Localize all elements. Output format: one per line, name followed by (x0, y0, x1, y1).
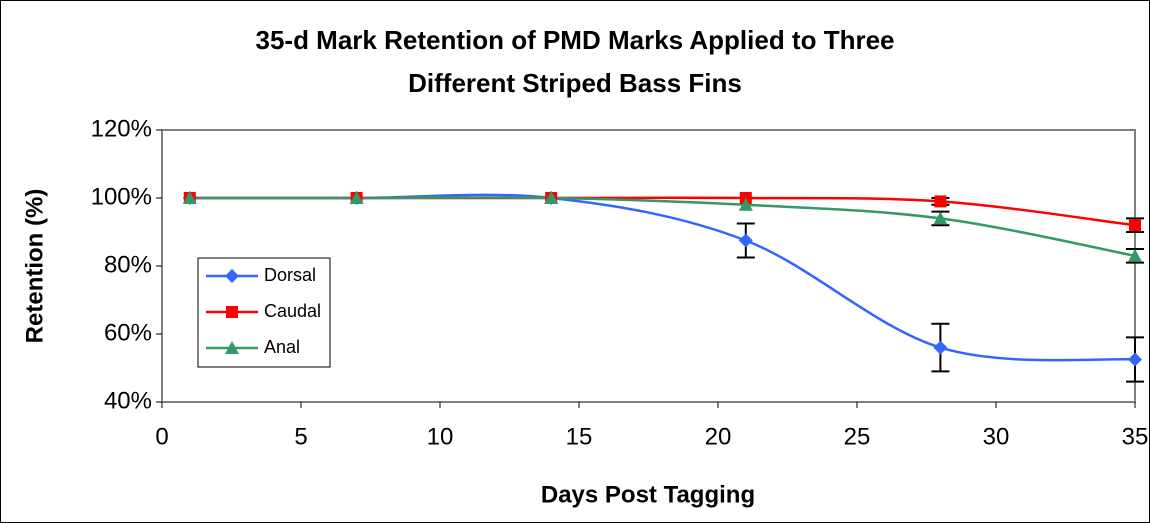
x-tick-label: 15 (566, 423, 593, 450)
legend-label: Dorsal (264, 265, 316, 285)
y-tick-label: 120% (91, 115, 152, 142)
x-tick-label: 25 (844, 423, 871, 450)
y-tick-label: 100% (91, 183, 152, 210)
marker (933, 340, 948, 355)
legend-marker (225, 269, 239, 283)
x-tick-label: 0 (155, 423, 168, 450)
marker (934, 195, 947, 208)
marker (544, 191, 559, 204)
x-tick-label: 30 (983, 423, 1010, 450)
chart-title: Different Striped Bass Fins (408, 68, 742, 98)
legend-marker (226, 306, 238, 318)
legend-label: Caudal (264, 301, 321, 321)
y-tick-label: 80% (104, 251, 152, 278)
series-line (189, 196, 1136, 258)
x-tick-label: 5 (294, 423, 307, 450)
x-axis-label: Days Post Tagging (541, 481, 755, 508)
legend-label: Anal (264, 337, 300, 357)
y-tick-label: 60% (104, 319, 152, 346)
legend-marker (225, 341, 239, 354)
marker (738, 233, 753, 248)
marker (182, 191, 197, 204)
marker (738, 197, 753, 211)
y-tick-label: 40% (104, 387, 152, 414)
x-tick-label: 10 (427, 423, 454, 450)
y-axis-label: Retention (%) (21, 189, 48, 344)
marker (1129, 219, 1141, 232)
marker (1128, 352, 1142, 367)
marker (1128, 248, 1142, 262)
x-tick-label: 35 (1122, 423, 1149, 450)
chart-title: 35-d Mark Retention of PMD Marks Applied… (255, 25, 894, 55)
x-tick-label: 20 (705, 423, 732, 450)
marker (933, 211, 948, 225)
marker (349, 191, 364, 204)
